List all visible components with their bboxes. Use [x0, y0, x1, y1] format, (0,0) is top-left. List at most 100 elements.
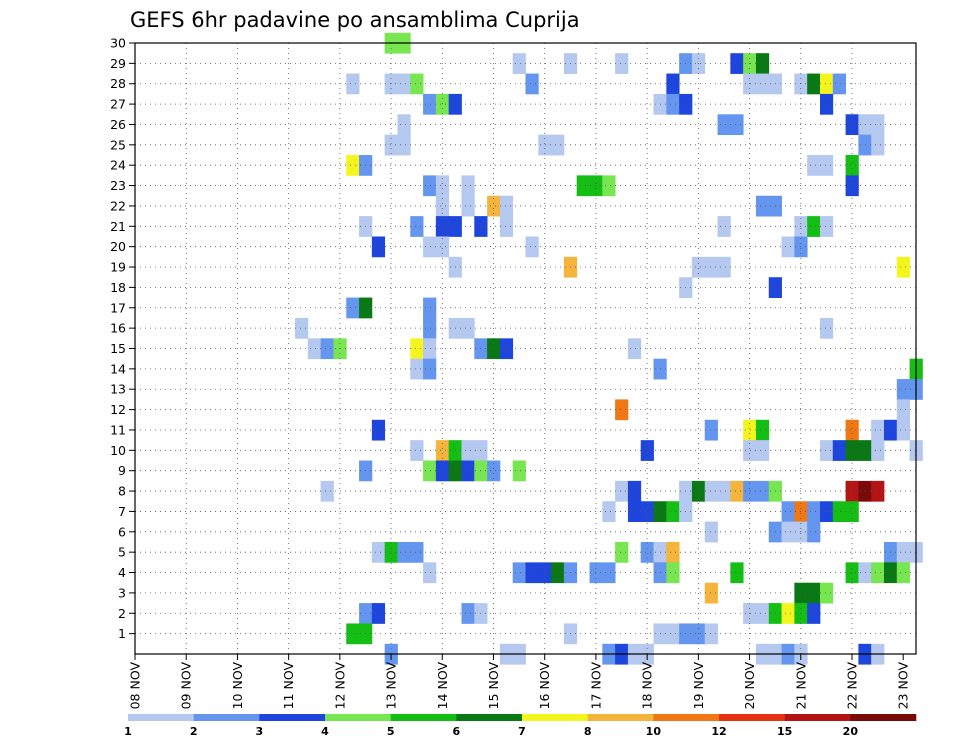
heatmap-cell	[321, 481, 334, 502]
heatmap-cell	[871, 440, 884, 461]
y-tick-label: 16	[110, 321, 126, 336]
heatmap-cell	[871, 114, 884, 135]
colorbar-swatch	[456, 714, 522, 721]
heatmap-cell	[820, 216, 833, 237]
heatmap-cell	[551, 135, 564, 156]
y-tick-label: 25	[110, 137, 126, 152]
colorbar-swatch	[850, 714, 916, 721]
heatmap-cell	[372, 542, 385, 563]
heatmap-cell	[718, 257, 731, 278]
heatmap-cell	[410, 216, 423, 237]
colorbar-swatch	[391, 714, 457, 721]
colorbar-label: 20	[843, 725, 859, 738]
x-tick-label: 12 NOV	[332, 662, 347, 710]
colorbar-label: 3	[256, 725, 264, 738]
heatmap-cell	[897, 562, 910, 583]
colorbar-label: 5	[387, 725, 395, 738]
x-tick-label: 09 NOV	[179, 662, 194, 710]
heatmap-cell	[615, 481, 628, 502]
heatmap-cell	[820, 94, 833, 115]
heatmap-cell	[807, 603, 820, 624]
colorbar-swatch	[325, 714, 391, 721]
y-tick-label: 27	[110, 97, 126, 112]
x-tick-label: 14 NOV	[435, 662, 450, 710]
y-tick-label: 4	[118, 565, 126, 580]
heatmap-cell	[820, 155, 833, 176]
heatmap-cell	[756, 420, 769, 441]
x-tick-label: 11 NOV	[281, 662, 296, 710]
x-tick-label: 17 NOV	[588, 662, 603, 710]
heatmap-cell	[628, 501, 641, 522]
heatmap-cell	[897, 420, 910, 441]
x-tick-label: 16 NOV	[537, 662, 552, 710]
heatmap-cell	[807, 583, 820, 604]
y-tick-label: 12	[110, 402, 126, 417]
heatmap-cell	[756, 481, 769, 502]
colorbar-label: 12	[711, 725, 726, 738]
heatmap-cell	[461, 440, 474, 461]
heatmap-cell	[756, 196, 769, 217]
heatmap-cell	[782, 522, 795, 543]
heatmap-cell	[410, 74, 423, 95]
colorbar-swatch	[785, 714, 851, 721]
heatmap-cell	[500, 196, 513, 217]
y-tick-label: 6	[118, 524, 126, 539]
heatmap-cell	[526, 562, 539, 583]
heatmap-cell	[551, 562, 564, 583]
heatmap-cell	[641, 542, 654, 563]
heatmap-cell	[666, 542, 679, 563]
heatmap-cell	[410, 440, 423, 461]
y-tick-label: 18	[110, 280, 126, 295]
heatmap-cell	[897, 542, 910, 563]
heatmap-cell	[602, 501, 615, 522]
heatmap-cell	[461, 603, 474, 624]
heatmap-cell	[807, 522, 820, 543]
heatmap-cell	[666, 94, 679, 115]
heatmap-cell	[602, 175, 615, 196]
x-tick-label: 13 NOV	[384, 662, 399, 710]
heatmap-cell	[692, 257, 705, 278]
heatmap-cell	[346, 74, 359, 95]
heatmap-cell	[436, 94, 449, 115]
heatmap-cell	[820, 440, 833, 461]
colorbar-swatch	[194, 714, 260, 721]
heatmap-cell	[461, 175, 474, 196]
heatmap-cell	[372, 236, 385, 257]
heatmap-cell	[410, 338, 423, 359]
heatmap-cell	[397, 74, 410, 95]
heatmap-cell	[807, 216, 820, 237]
heatmap-cell	[346, 623, 359, 644]
heatmap-cell	[897, 399, 910, 420]
y-tick-label: 7	[118, 504, 126, 519]
y-tick-label: 5	[118, 545, 126, 560]
heatmap-cell	[807, 155, 820, 176]
heatmap-cell	[513, 53, 526, 74]
heatmap-cell	[461, 461, 474, 482]
heatmap-cell	[321, 338, 334, 359]
heatmap-cell	[782, 236, 795, 257]
heatmap-cell	[718, 114, 731, 135]
x-tick-label: 20 NOV	[742, 662, 757, 710]
heatmap-cell	[897, 257, 910, 278]
colorbar-swatch	[522, 714, 588, 721]
y-axis: 1234567891011121314151617181920212223242…	[110, 36, 135, 642]
heatmap-cell	[615, 399, 628, 420]
colorbar-swatch	[719, 714, 785, 721]
heatmap-cell	[346, 298, 359, 319]
heatmap-cell	[308, 338, 321, 359]
heatmap-cell	[461, 318, 474, 339]
heatmap-cell	[718, 481, 731, 502]
heatmap-cell	[756, 74, 769, 95]
colorbar-legend: 1 2 3 4 5 6 7 8 10 12 15 20	[124, 714, 916, 738]
heatmap-cell	[526, 236, 539, 257]
y-tick-label: 29	[110, 56, 126, 71]
y-tick-label: 21	[110, 219, 126, 234]
heatmap-cell	[461, 196, 474, 217]
y-tick-label: 9	[118, 463, 126, 478]
heatmap-cell	[756, 603, 769, 624]
y-tick-label: 23	[110, 178, 126, 193]
colorbar-label: 6	[453, 725, 461, 738]
heatmap-cell	[730, 562, 743, 583]
heatmap-cell	[397, 114, 410, 135]
